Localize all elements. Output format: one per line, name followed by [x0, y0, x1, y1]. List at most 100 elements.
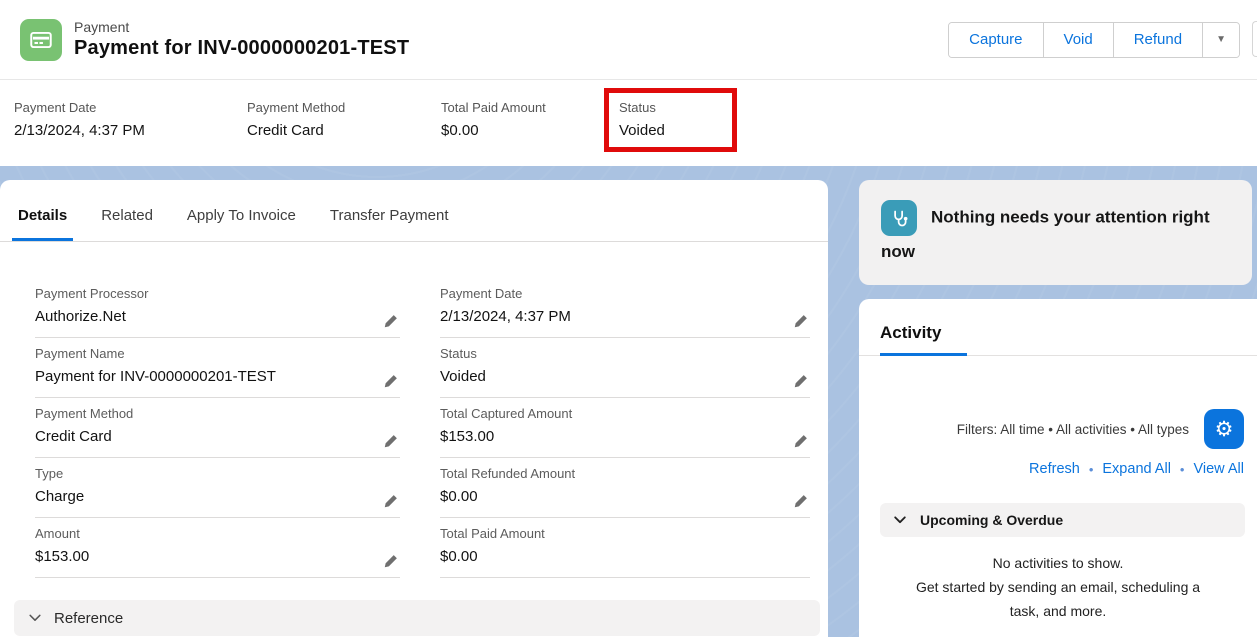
clipped-toolbar-edge [1252, 21, 1257, 57]
link-separator: • [1088, 461, 1094, 477]
activity-tab-row: Activity [859, 323, 1257, 356]
status-highlight-annotation [604, 88, 737, 152]
chevron-down-icon: ▼ [1216, 33, 1226, 45]
field-payment-processor: Payment Processor Authorize.Net [35, 278, 400, 338]
record-header: Payment Payment for INV-0000000201-TEST … [0, 0, 1257, 80]
field-value: Voided [619, 122, 665, 139]
summary-field-total-paid: Total Paid Amount $0.00 [441, 100, 546, 139]
field-label: Payment Method [35, 406, 134, 421]
stethoscope-icon [893, 210, 907, 226]
view-all-link[interactable]: View All [1193, 461, 1244, 477]
activity-empty-state: No activities to show. Get started by se… [859, 551, 1257, 623]
field-status: Status Voided [440, 338, 810, 398]
activity-panel: Activity Filters: All time • All activit… [859, 299, 1257, 637]
edit-pencil-icon[interactable] [794, 314, 808, 328]
field-label: Payment Date [14, 100, 97, 115]
void-button[interactable]: Void [1042, 22, 1113, 57]
empty-state-line: task, and more. [1009, 603, 1107, 619]
entity-text: Payment Payment for INV-0000000201-TEST [74, 19, 409, 60]
tab-details[interactable]: Details [12, 207, 74, 241]
entity-type-label: Payment [74, 19, 130, 35]
empty-state-line: Get started by sending an email, schedul… [915, 579, 1201, 595]
field-label: Payment Method [247, 100, 346, 115]
activity-tab[interactable]: Activity [880, 323, 968, 356]
field-label: Amount [35, 526, 80, 541]
summary-field-payment-method: Payment Method Credit Card [247, 100, 345, 139]
record-header-region: Payment Payment for INV-0000000201-TEST … [0, 0, 1257, 166]
field-value: $153.00 [35, 548, 90, 565]
field-type: Type Charge [35, 458, 400, 518]
tab-related[interactable]: Related [101, 207, 153, 224]
field-payment-method: Payment Method Credit Card [35, 398, 400, 458]
field-label: Total Captured Amount [440, 406, 573, 421]
field-value: $153.00 [440, 428, 495, 445]
summary-field-status: Status Voided [619, 100, 665, 139]
link-separator: • [1179, 461, 1185, 477]
upcoming-overdue-section-header[interactable]: Upcoming & Overdue [880, 503, 1245, 537]
fields-right-column: Payment Date 2/13/2024, 4:37 PM Status V… [440, 278, 810, 578]
empty-state-line: No activities to show. [992, 555, 1124, 571]
field-value: Credit Card [35, 428, 112, 445]
field-label: Payment Date [440, 286, 523, 301]
field-value: Payment for INV-0000000201-TEST [35, 368, 276, 385]
field-value: $0.00 [440, 488, 478, 505]
tab-transfer-payment[interactable]: Transfer Payment [329, 207, 449, 224]
field-value: $0.00 [440, 548, 478, 565]
reference-section-label: Reference [54, 609, 124, 627]
credit-card-icon [30, 31, 52, 48]
field-value: Voided [440, 368, 486, 385]
edit-pencil-icon[interactable] [794, 494, 808, 508]
more-actions-button[interactable]: ▼ [1202, 22, 1239, 57]
page-title: Payment for INV-0000000201-TEST [74, 37, 410, 59]
record-detail-card: Details Related Apply To Invoice Transfe… [0, 180, 828, 637]
field-value: 2/13/2024, 4:37 PM [440, 308, 571, 325]
field-label: Payment Processor [35, 286, 149, 301]
field-label: Status [619, 100, 656, 115]
refresh-link[interactable]: Refresh [1029, 461, 1080, 477]
field-total-paid-amount: Total Paid Amount $0.00 [440, 518, 810, 578]
upcoming-overdue-label: Upcoming & Overdue [920, 512, 1064, 528]
edit-pencil-icon[interactable] [794, 434, 808, 448]
field-payment-date: Payment Date 2/13/2024, 4:37 PM [440, 278, 810, 338]
field-value: Credit Card [247, 122, 324, 139]
highlights-panel: Payment Date 2/13/2024, 4:37 PM Payment … [0, 80, 1257, 166]
assistant-message: Nothing needs your attention right now [881, 207, 1210, 261]
field-value: $0.00 [441, 122, 479, 139]
edit-pencil-icon[interactable] [384, 554, 398, 568]
edit-pencil-icon[interactable] [794, 374, 808, 388]
field-amount: Amount $153.00 [35, 518, 400, 578]
fields-left-column: Payment Processor Authorize.Net Payment … [35, 278, 400, 578]
field-total-captured-amount: Total Captured Amount $153.00 [440, 398, 810, 458]
activity-links-row: Refresh • Expand All • View All [859, 461, 1244, 477]
field-label: Type [35, 466, 64, 481]
activity-settings-button[interactable]: ⚙ [1204, 409, 1244, 449]
edit-pencil-icon[interactable] [384, 434, 398, 448]
field-payment-name: Payment Name Payment for INV-0000000201-… [35, 338, 400, 398]
expand-all-link[interactable]: Expand All [1102, 461, 1171, 477]
assistant-card: Nothing needs your attention right now [859, 180, 1252, 285]
assistant-icon [881, 200, 917, 236]
edit-pencil-icon[interactable] [384, 494, 398, 508]
activity-filters-row: Filters: All time • All activities • All… [859, 409, 1244, 449]
field-label: Total Paid Amount [441, 100, 546, 115]
field-label: Total Paid Amount [440, 526, 545, 541]
summary-field-payment-date: Payment Date 2/13/2024, 4:37 PM [14, 100, 145, 139]
field-value: Authorize.Net [35, 308, 126, 325]
reference-section-header[interactable]: Reference [14, 600, 820, 636]
edit-pencil-icon[interactable] [384, 374, 398, 388]
field-label: Total Refunded Amount [440, 466, 576, 481]
field-value: 2/13/2024, 4:37 PM [14, 122, 145, 139]
edit-pencil-icon[interactable] [384, 314, 398, 328]
capture-button[interactable]: Capture [949, 22, 1043, 57]
field-label: Payment Name [35, 346, 125, 361]
refund-button[interactable]: Refund [1112, 22, 1203, 57]
tab-apply-to-invoice[interactable]: Apply To Invoice [186, 207, 296, 224]
payment-entity-icon [20, 18, 62, 61]
detail-fields-grid: Payment Processor Authorize.Net Payment … [0, 242, 828, 578]
field-label: Status [440, 346, 477, 361]
field-total-refunded-amount: Total Refunded Amount $0.00 [440, 458, 810, 518]
chevron-down-icon [894, 516, 906, 524]
action-button-group: Capture Void Refund ▼ [948, 21, 1240, 58]
record-tabs: Details Related Apply To Invoice Transfe… [0, 180, 828, 242]
gear-icon: ⚙ [1214, 417, 1234, 441]
